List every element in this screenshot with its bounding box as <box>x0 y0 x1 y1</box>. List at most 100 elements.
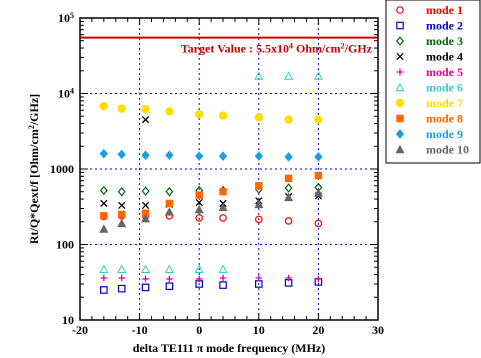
text-part: mode frequency (MHz) <box>203 341 325 355</box>
data-point <box>141 283 150 292</box>
y-axis-title: Rt/Q*Qext/f [Ohm/cm2/GHz] <box>27 94 42 244</box>
data-point <box>219 281 227 289</box>
y-tick-label: 100 <box>56 238 74 252</box>
data-point <box>254 215 263 224</box>
data-point <box>195 214 204 222</box>
data-point <box>314 115 323 124</box>
data-point <box>100 286 108 294</box>
legend-marker <box>396 114 404 123</box>
target-label: Target Value : 5.5x104 Ohm/cm2/GHz <box>181 41 373 56</box>
x-tick-label: -10 <box>132 323 148 337</box>
data-point <box>118 201 126 210</box>
legend-label: mode 5 <box>426 65 463 79</box>
series-2 <box>100 278 323 294</box>
text-part: 2 <box>27 125 36 129</box>
data-point <box>165 186 174 197</box>
y-tick-label: 1000 <box>50 162 74 176</box>
data-point <box>165 107 174 116</box>
data-point <box>314 219 323 228</box>
text-part: π <box>197 341 204 355</box>
legend-label: mode 4 <box>426 50 463 64</box>
series-8 <box>100 171 323 220</box>
legend-marker <box>395 98 405 108</box>
data-point <box>313 188 323 197</box>
data-point <box>141 150 150 161</box>
data-point <box>284 192 294 202</box>
tick-base: 10 <box>62 313 74 327</box>
data-point <box>195 191 203 199</box>
y-tick-label: 105 <box>58 11 74 26</box>
text-part: /GHz] <box>27 94 41 126</box>
tick-exponent: 5 <box>70 11 74 20</box>
data-point <box>141 116 150 124</box>
data-point <box>219 214 227 222</box>
data-point <box>195 198 203 207</box>
legend-label: mode 2 <box>426 19 463 33</box>
data-point <box>141 186 150 196</box>
data-point <box>195 110 204 119</box>
data-point <box>99 224 109 233</box>
series-5 <box>100 274 322 283</box>
legend-marker <box>395 82 405 92</box>
x-tick-label: 10 <box>253 323 265 337</box>
data-point <box>117 218 127 228</box>
data-point <box>117 186 126 197</box>
data-point <box>285 274 292 282</box>
data-point <box>166 275 173 283</box>
tick-base: 1000 <box>50 162 74 176</box>
legend-marker <box>396 21 404 30</box>
target-line-group: Target Value : 5.5x104 Ohm/cm2/GHz <box>80 36 378 56</box>
legend-marker <box>396 68 404 76</box>
legend-label: mode 3 <box>426 34 463 48</box>
legend-entry: mode 9 <box>395 127 463 141</box>
data-point <box>165 199 174 208</box>
data-point <box>315 275 322 283</box>
legend-entry: mode 1 <box>396 3 463 17</box>
data-point <box>218 264 228 273</box>
legend-label: mode 8 <box>426 112 463 126</box>
text-part: Ohm/cm <box>293 42 341 56</box>
data-point <box>99 264 109 273</box>
data-point <box>99 101 109 111</box>
data-point <box>219 274 227 282</box>
legend-marker <box>395 129 405 139</box>
data-point <box>117 104 126 113</box>
legend-entry: mode 6 <box>395 81 463 95</box>
data-point <box>118 274 125 282</box>
legend-label: mode 7 <box>426 96 463 110</box>
legend-marker <box>396 36 404 46</box>
data-point <box>254 71 264 80</box>
data-point <box>219 188 227 196</box>
legend-entry: mode 5 <box>396 65 463 79</box>
text-part: /GHz <box>344 42 373 56</box>
data-point <box>218 111 228 120</box>
legend-entry: mode 7 <box>395 96 463 110</box>
data-point <box>118 210 126 219</box>
data-point <box>284 152 293 162</box>
data-point <box>164 264 174 273</box>
data-point <box>218 151 228 161</box>
legend-entry: mode 3 <box>396 34 463 48</box>
data-point <box>117 149 126 160</box>
series-9 <box>99 148 323 162</box>
data-point <box>194 264 204 273</box>
series-4 <box>100 116 323 210</box>
legend-label: mode 1 <box>426 3 463 17</box>
data-point <box>255 274 262 282</box>
data-point <box>117 284 126 293</box>
legend-marker <box>396 52 404 61</box>
data-point <box>99 185 108 196</box>
series-1 <box>100 211 323 228</box>
series-6 <box>99 71 323 273</box>
legend-entry: mode 4 <box>396 50 463 64</box>
text-part: Rt/Q*Qext/f [Ohm/cm <box>27 129 41 244</box>
data-point <box>100 199 108 208</box>
data-point <box>314 152 323 162</box>
legend-marker <box>395 144 405 154</box>
legend-label: mode 10 <box>426 143 469 157</box>
legend-entry: mode 10 <box>395 143 469 157</box>
data-point <box>164 207 174 216</box>
